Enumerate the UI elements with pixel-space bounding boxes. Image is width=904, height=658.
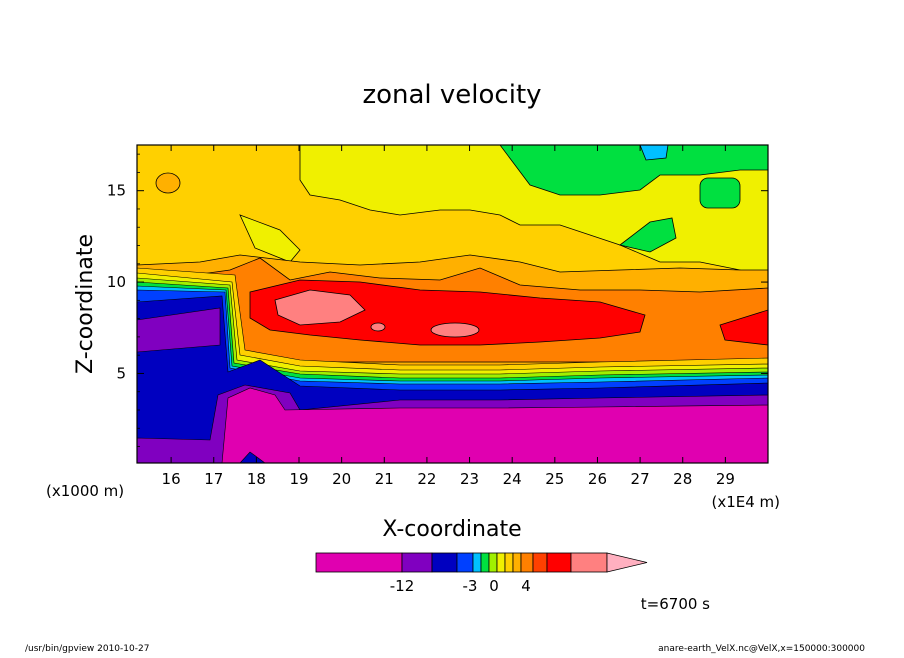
colorbar-segment [456, 552, 474, 573]
plot-frame [136, 144, 769, 464]
colorbar-segment [401, 552, 433, 573]
x-tick-label: 19 [289, 470, 308, 488]
colorbar-arrow [606, 552, 648, 573]
y-tick-label: 10 [107, 273, 126, 291]
colorbar [315, 552, 648, 573]
region-pink-2 [430, 322, 480, 338]
colorbar-ticks: -12 -3 0 4 [390, 577, 531, 595]
y-tick-label: 15 [107, 182, 126, 200]
blob-orange-1 [155, 172, 181, 194]
region-cyan [639, 145, 669, 161]
colorbar-tick-label: 4 [521, 577, 531, 595]
velocity-field [137, 145, 768, 463]
colorbar-tick-label: -12 [390, 577, 415, 595]
footer-right: anare-earth_VelX.nc@VelX,x=150000:300000 [658, 644, 865, 654]
y-tick-label: 5 [116, 364, 126, 382]
x-unit-right: (x1E4 m) [711, 493, 780, 511]
colorbar-segment [431, 552, 458, 573]
colorbar-segment [472, 552, 482, 573]
chart-title: zonal velocity [362, 80, 541, 110]
x-tick-label: 20 [332, 470, 351, 488]
x-axis-ticks: 16 17 18 19 20 21 22 23 24 25 26 27 28 29 [162, 145, 735, 488]
colorbar-segment [546, 552, 572, 573]
band-magenta-notch [239, 451, 266, 463]
colorbar-tick-label: -3 [463, 577, 478, 595]
x-tick-label: 16 [162, 470, 181, 488]
footer-left: /usr/bin/gpview 2010-10-27 [25, 644, 149, 654]
x-axis-label: X-coordinate [382, 517, 521, 542]
region-red-right [719, 309, 768, 346]
y-axis-label: Z-coordinate [73, 234, 98, 374]
x-tick-label: 27 [631, 470, 650, 488]
x-tick-label: 17 [204, 470, 223, 488]
x-tick-label: 18 [247, 470, 266, 488]
colorbar-segment [504, 552, 514, 573]
region-pink-1 [274, 289, 366, 326]
x-tick-label: 24 [503, 470, 522, 488]
time-label: t=6700 s [641, 595, 710, 613]
x-tick-label: 21 [375, 470, 394, 488]
colorbar-segment [496, 552, 506, 573]
x-tick-label: 25 [545, 470, 564, 488]
colorbar-segment [488, 552, 498, 573]
x-tick-label: 23 [460, 470, 479, 488]
y-axis-ticks: 5 10 15 [107, 153, 768, 447]
colorbar-segment [520, 552, 534, 573]
colorbar-segment [570, 552, 608, 573]
region-pink-3 [370, 322, 386, 332]
x-tick-label: 28 [673, 470, 692, 488]
x-tick-label: 29 [716, 470, 735, 488]
band-magenta [221, 387, 768, 463]
band-purple-left [137, 307, 221, 353]
colorbar-segment [532, 552, 548, 573]
colorbar-segment [315, 552, 403, 573]
x-tick-label: 22 [417, 470, 436, 488]
colorbar-segment [480, 552, 490, 573]
region-green-2 [699, 177, 741, 209]
region-yellow-2 [239, 214, 301, 263]
region-green [499, 145, 768, 196]
colorbar-tick-label: 0 [489, 577, 499, 595]
region-green-3 [619, 217, 677, 253]
x-unit-left: (x1000 m) [46, 482, 124, 500]
colorbar-segment [512, 552, 522, 573]
x-tick-label: 26 [588, 470, 607, 488]
